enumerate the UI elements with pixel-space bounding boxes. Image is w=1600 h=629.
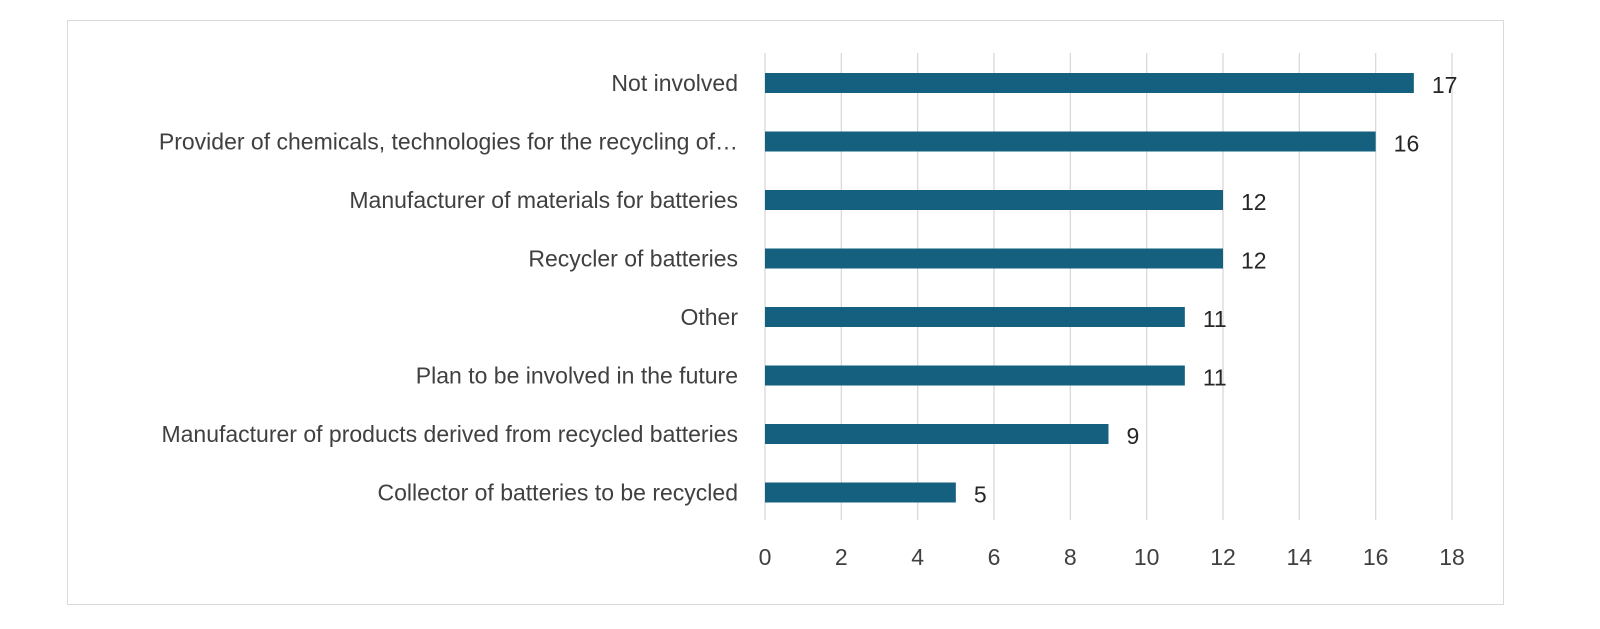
category-label: Manufacturer of materials for batteries [349, 187, 738, 213]
category-label: Collector of batteries to be recycled [377, 480, 738, 506]
bar [765, 365, 1185, 386]
category-label: Manufacturer of products derived from re… [161, 421, 738, 447]
x-tick-label: 14 [1287, 544, 1313, 570]
category-label: Provider of chemicals, technologies for … [159, 129, 738, 155]
category-label: Plan to be involved in the future [416, 363, 738, 389]
x-tick-label: 12 [1210, 544, 1236, 570]
x-tick-label: 2 [835, 544, 848, 570]
bar [765, 424, 1109, 444]
category-labels: Not involved Provider of chemicals, techn… [159, 70, 738, 506]
category-label: Recycler of batteries [528, 246, 738, 272]
x-tick-label: 6 [988, 544, 1001, 570]
data-labels: 17 16 12 12 11 11 9 5 [974, 72, 1458, 508]
data-label: 17 [1432, 72, 1458, 98]
bars [765, 73, 1414, 503]
x-tick-label: 8 [1064, 544, 1077, 570]
bar [765, 73, 1414, 93]
bar [765, 307, 1185, 327]
x-axis-tick-labels: 0 2 4 6 8 10 12 14 16 18 [759, 544, 1465, 570]
bar [765, 482, 956, 503]
x-tick-label: 0 [759, 544, 772, 570]
x-tick-label: 16 [1363, 544, 1389, 570]
category-label: Other [680, 304, 738, 330]
x-tick-label: 10 [1134, 544, 1160, 570]
x-tick-label: 4 [911, 544, 924, 570]
bar [765, 190, 1223, 210]
bar [765, 248, 1223, 269]
data-label: 16 [1394, 131, 1420, 157]
data-label: 9 [1127, 423, 1140, 449]
data-label: 5 [974, 482, 987, 508]
data-label: 12 [1241, 248, 1267, 274]
x-tick-label: 18 [1439, 544, 1465, 570]
data-label: 11 [1203, 365, 1227, 391]
data-label: 11 [1203, 306, 1227, 332]
data-label: 12 [1241, 189, 1267, 215]
bar [765, 131, 1376, 152]
category-label: Not involved [611, 70, 738, 96]
gridlines [764, 53, 1453, 520]
